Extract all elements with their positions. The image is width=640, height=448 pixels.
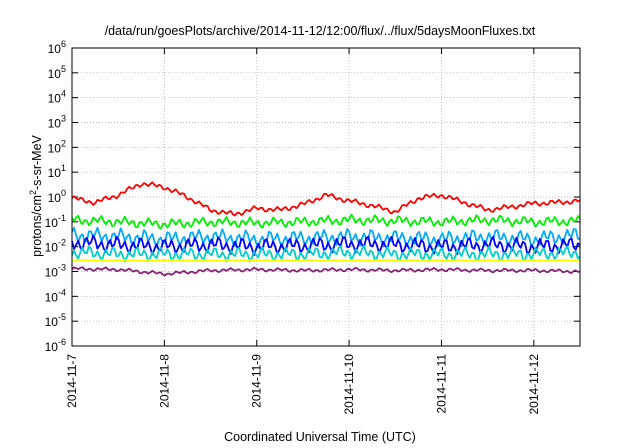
- y-tick-label: 10-1: [45, 213, 66, 230]
- series-line: [71, 266, 581, 277]
- series-line: [71, 234, 581, 257]
- x-tick-label: 2014-11-11: [434, 354, 448, 414]
- series-line: [71, 213, 581, 230]
- y-tick-label: 10-3: [45, 263, 66, 280]
- y-tick-label: 103: [48, 114, 66, 131]
- x-tick-label: 2014-11-10: [342, 354, 356, 415]
- x-axis-label: Coordinated Universal Time (UTC): [224, 430, 416, 444]
- y-tick-label: 101: [48, 163, 66, 180]
- x-tick-label: 2014-11-12: [527, 354, 541, 415]
- series-line: [71, 226, 581, 249]
- y-tick-label: 10-5: [45, 312, 66, 329]
- series-line: [71, 258, 580, 262]
- y-tick-label: 104: [48, 89, 66, 106]
- grid: [72, 48, 580, 346]
- series-lines: [71, 181, 581, 277]
- x-tick-label: 2014-11-9: [250, 354, 264, 408]
- y-tick-label: 100: [48, 188, 66, 205]
- y-tick-label: 10-6: [45, 337, 66, 354]
- y-tick-label: 102: [48, 138, 66, 155]
- plot-frame: [71, 47, 581, 347]
- y-axis-ticks: 10-6 10-5 10-4 10-3 10-2 10-1 100 101 102 103 104 1…: [45, 39, 580, 354]
- y-tick-label: 105: [48, 64, 66, 81]
- x-tick-label: 2014-11-7: [65, 354, 79, 408]
- y-tick-label: 106: [48, 39, 66, 56]
- chart-title: /data/run/goesPlots/archive/2014-11-12/1…: [104, 24, 536, 38]
- y-tick-label: 10-4: [45, 287, 66, 304]
- x-axis-ticks: 2014-11-7 2014-11-8 2014-11-9 2014-11-10 201…: [65, 48, 541, 415]
- y-tick-label: 10-2: [45, 238, 66, 255]
- series-line: [71, 244, 581, 263]
- series-line: [71, 181, 581, 217]
- x-tick-label: 2014-11-8: [157, 354, 171, 408]
